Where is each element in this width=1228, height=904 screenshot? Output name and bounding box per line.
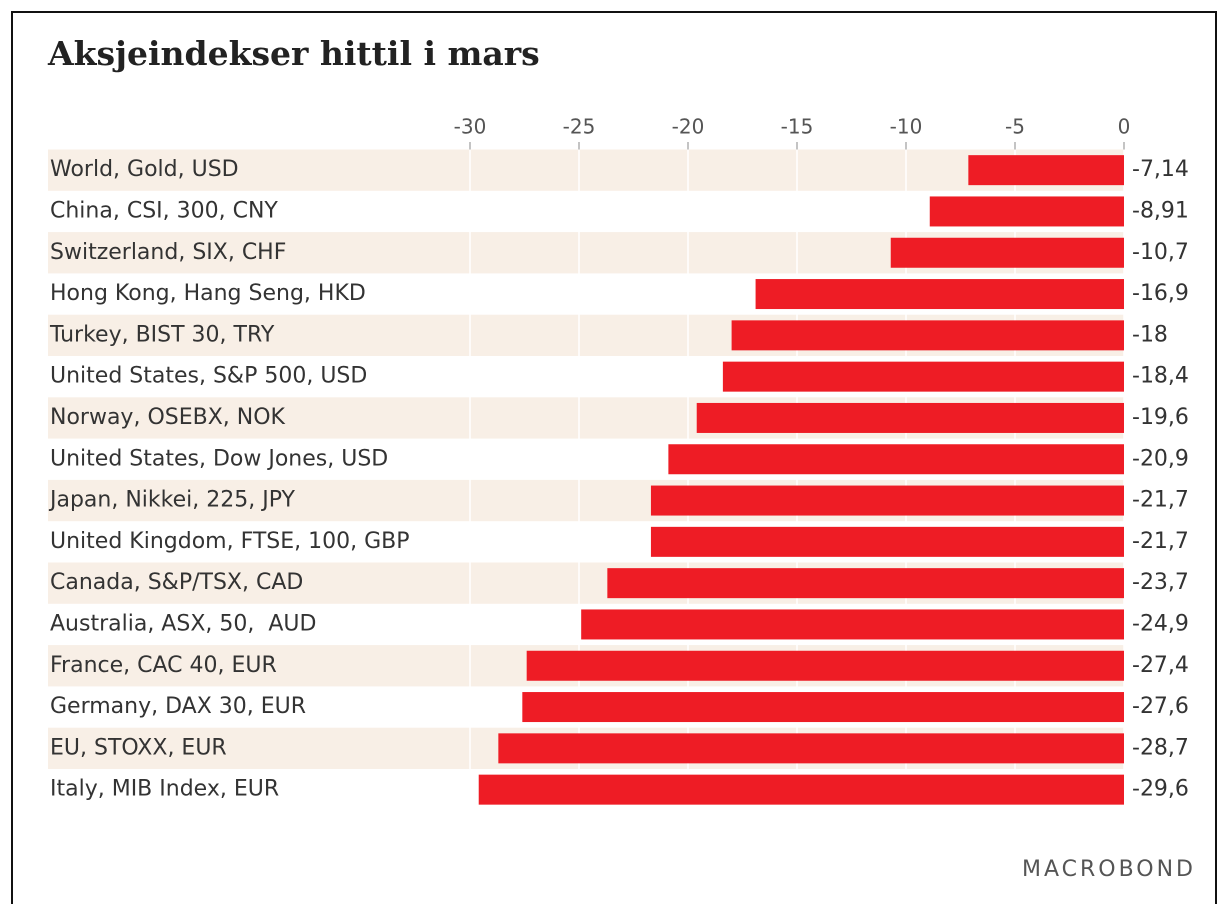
- category-label: Germany, DAX 30, EUR: [50, 694, 306, 719]
- x-tick-label: -30: [454, 115, 487, 139]
- value-label: -27,4: [1132, 653, 1189, 678]
- value-label: -18,4: [1132, 364, 1189, 389]
- value-label: -29,6: [1132, 777, 1189, 802]
- value-label: -20,9: [1132, 446, 1189, 471]
- frame: [11, 11, 1217, 904]
- value-label: -23,7: [1132, 570, 1189, 595]
- category-label: Australia, ASX, 50, AUD: [50, 611, 316, 636]
- category-label: Italy, MIB Index, EUR: [50, 777, 279, 802]
- x-tick-label: -15: [781, 115, 814, 139]
- bar: [522, 692, 1124, 723]
- bar: [696, 402, 1124, 433]
- bar: [668, 444, 1124, 475]
- value-label: -24,9: [1132, 611, 1189, 636]
- value-label: -21,7: [1132, 488, 1189, 513]
- value-label: -27,6: [1132, 694, 1189, 719]
- value-label: -28,7: [1132, 735, 1189, 760]
- bar: [929, 196, 1124, 227]
- x-tick-label: -25: [563, 115, 596, 139]
- row-stripe: [48, 149, 1124, 191]
- bar: [650, 526, 1124, 557]
- category-label: Hong Kong, Hang Seng, HKD: [50, 281, 366, 306]
- value-label: -10,7: [1132, 240, 1189, 265]
- value-label: -18: [1132, 322, 1168, 347]
- bar: [968, 155, 1124, 186]
- category-label: Canada, S&P/TSX, CAD: [50, 570, 303, 595]
- value-label: -16,9: [1132, 281, 1189, 306]
- bar: [755, 279, 1124, 310]
- chart-title: Aksjeindekser hittil i mars: [47, 34, 540, 73]
- value-label: -8,91: [1132, 198, 1189, 223]
- bar: [650, 485, 1124, 516]
- category-label: Switzerland, SIX, CHF: [50, 240, 286, 265]
- category-label: Japan, Nikkei, 225, JPY: [48, 488, 295, 513]
- category-label: France, CAC 40, EUR: [50, 653, 277, 678]
- category-label: United Kingdom, FTSE, 100, GBP: [50, 529, 410, 554]
- bar: [722, 361, 1124, 392]
- x-tick-label: -5: [1005, 115, 1025, 139]
- value-label: -21,7: [1132, 529, 1189, 554]
- category-label: World, Gold, USD: [50, 157, 239, 182]
- x-tick-label: 0: [1118, 115, 1131, 139]
- category-label: United States, Dow Jones, USD: [50, 446, 388, 471]
- category-label: United States, S&P 500, USD: [50, 364, 367, 389]
- bar: [478, 774, 1125, 805]
- bar: [498, 733, 1125, 764]
- category-label: China, CSI, 300, CNY: [50, 198, 278, 223]
- bar: [731, 320, 1124, 351]
- bar: [526, 650, 1124, 681]
- bar: [890, 237, 1124, 268]
- x-tick-label: -20: [672, 115, 705, 139]
- category-label: Turkey, BIST 30, TRY: [49, 322, 275, 347]
- source: MACROBOND: [1022, 857, 1196, 882]
- value-label: -7,14: [1132, 157, 1189, 182]
- bar: [581, 609, 1124, 640]
- value-label: -19,6: [1132, 405, 1189, 430]
- bar: [607, 568, 1124, 599]
- category-label: Norway, OSEBX, NOK: [50, 405, 286, 430]
- category-label: EU, STOXX, EUR: [50, 735, 227, 760]
- x-tick-label: -10: [890, 115, 923, 139]
